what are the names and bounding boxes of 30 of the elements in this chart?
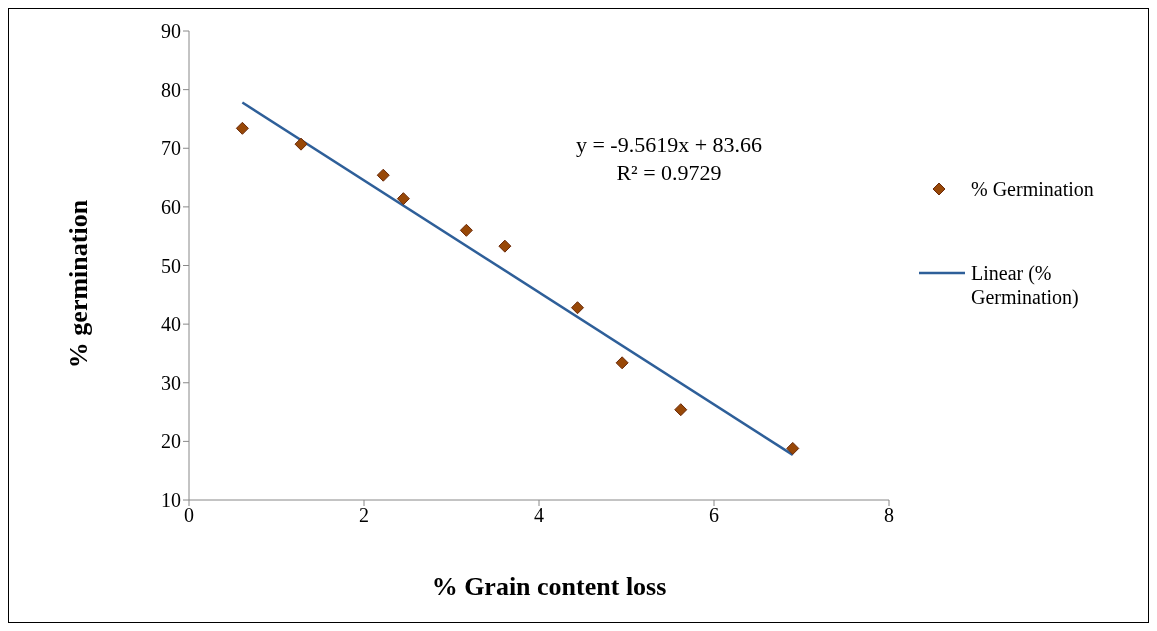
point (294, 137, 308, 151)
x-tick-label: 0 (184, 504, 194, 527)
y-axis-title: % germination (64, 199, 94, 369)
x-axis-title: % Grain content loss (430, 572, 668, 602)
point (235, 121, 249, 135)
y-tick-label: 40 (161, 313, 181, 336)
y-tick-label: 20 (161, 430, 181, 453)
x-tick-label: 6 (709, 504, 719, 527)
annotation: y = -9.5619x + 83.66 (574, 131, 764, 159)
y-tick-label: 30 (161, 371, 181, 394)
point (376, 168, 390, 182)
y-tick-label: 60 (161, 195, 181, 218)
x-tick-label: 4 (534, 504, 544, 527)
y-tick-label: 50 (161, 254, 181, 277)
x-tick-label: 8 (884, 504, 894, 527)
annotation: R² = 0.9729 (615, 159, 723, 187)
point (396, 192, 410, 206)
y-tick-label: 70 (161, 137, 181, 160)
legend-label: % Germination (971, 177, 1095, 201)
point (498, 239, 512, 253)
point (786, 441, 800, 455)
point (571, 301, 584, 315)
point (459, 223, 473, 237)
legend-label: Linear (% Germination) (971, 261, 1080, 309)
point (674, 403, 688, 417)
y-tick-label: 10 (161, 489, 181, 512)
point (615, 356, 629, 370)
y-tick-label: 90 (161, 20, 181, 43)
y-tick-label: 80 (161, 78, 181, 101)
x-tick-label: 2 (359, 504, 369, 527)
